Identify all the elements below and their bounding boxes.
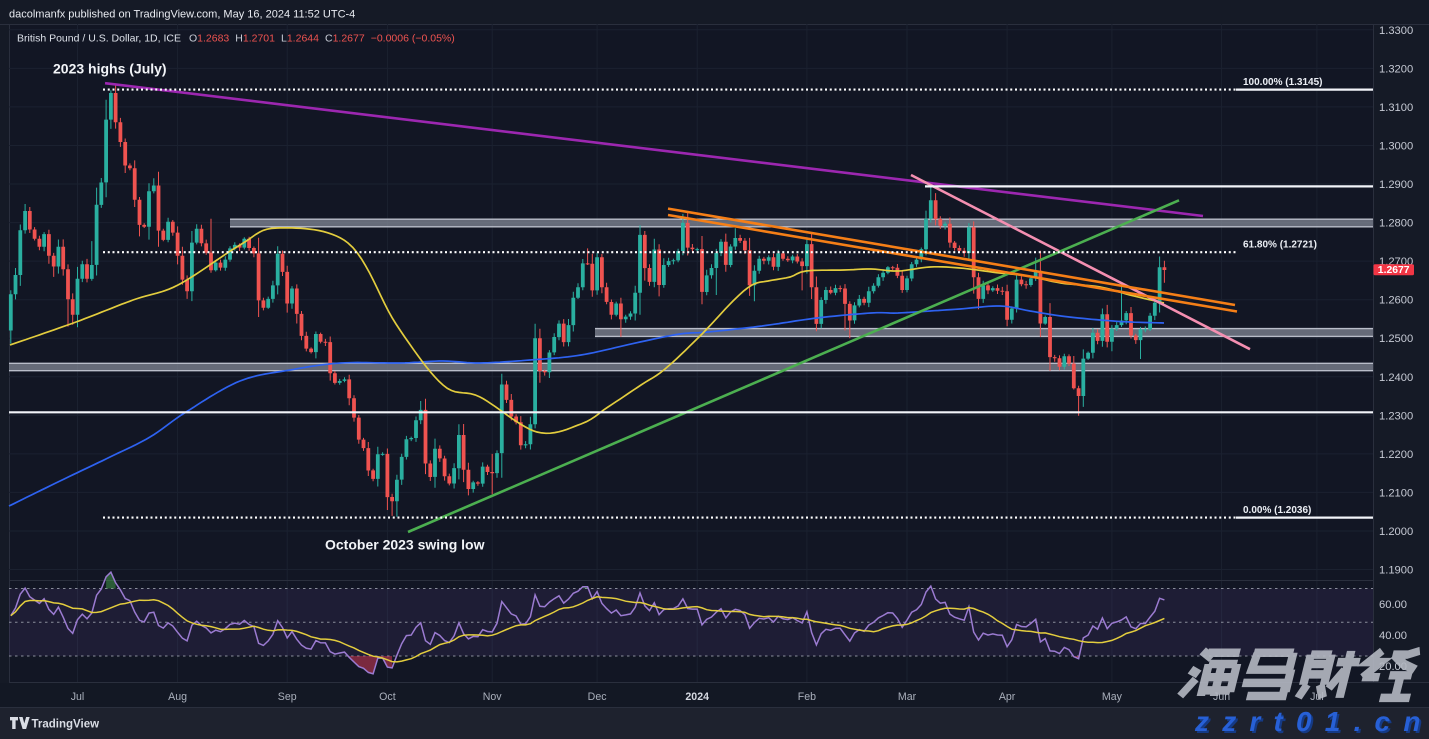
svg-text:Mar: Mar [898, 691, 917, 703]
svg-text:1.1900: 1.1900 [1379, 565, 1413, 577]
svg-text:1.2100: 1.2100 [1379, 487, 1413, 499]
svg-text:Apr: Apr [999, 691, 1016, 703]
svg-text:1.2300: 1.2300 [1379, 410, 1413, 422]
svg-text:2024: 2024 [685, 691, 709, 703]
svg-text:zzrt01.cn: zzrt01.cn [1194, 706, 1429, 737]
svg-text:0.00% (1.2036): 0.00% (1.2036) [1243, 505, 1311, 516]
svg-text:1.2900: 1.2900 [1379, 179, 1413, 191]
svg-text:100.00% (1.3145): 100.00% (1.3145) [1243, 77, 1323, 88]
svg-text:TradingView: TradingView [32, 719, 100, 731]
svg-text:1.3000: 1.3000 [1379, 141, 1413, 153]
svg-text:40.00: 40.00 [1379, 630, 1407, 642]
svg-text:Nov: Nov [483, 691, 503, 703]
svg-text:Sep: Sep [278, 691, 297, 703]
svg-text:1.3200: 1.3200 [1379, 63, 1413, 75]
svg-text:1.2677: 1.2677 [1378, 265, 1410, 276]
svg-text:Feb: Feb [798, 691, 816, 703]
svg-text:Oct: Oct [379, 691, 396, 703]
svg-text:61.80% (1.2721): 61.80% (1.2721) [1243, 240, 1317, 251]
svg-text:Dec: Dec [588, 691, 608, 703]
svg-text:May: May [1102, 691, 1123, 703]
svg-text:1.3100: 1.3100 [1379, 102, 1413, 114]
svg-text:Aug: Aug [168, 691, 187, 703]
svg-text:1.2600: 1.2600 [1379, 295, 1413, 307]
svg-text:October 2023 swing low: October 2023 swing low [325, 537, 485, 553]
svg-text:1.2800: 1.2800 [1379, 218, 1413, 230]
svg-text:British Pound / U.S. Dollar, 1: British Pound / U.S. Dollar, 1D, ICE O1.2… [17, 33, 455, 45]
svg-text:1.2500: 1.2500 [1379, 333, 1413, 345]
svg-text:1.2200: 1.2200 [1379, 449, 1413, 461]
svg-text:1.2400: 1.2400 [1379, 372, 1413, 384]
svg-text:zzrt01.cn: zzrt01.cn [1196, 708, 1429, 739]
svg-text:2023 highs (July): 2023 highs (July) [53, 61, 167, 77]
svg-text:Jul: Jul [71, 691, 85, 703]
svg-text:1.3300: 1.3300 [1379, 25, 1413, 37]
svg-text:1.2000: 1.2000 [1379, 526, 1413, 538]
svg-text:dacolmanfx published on Tradin: dacolmanfx published on TradingView.com,… [9, 9, 355, 21]
svg-text:60.00: 60.00 [1379, 599, 1407, 611]
